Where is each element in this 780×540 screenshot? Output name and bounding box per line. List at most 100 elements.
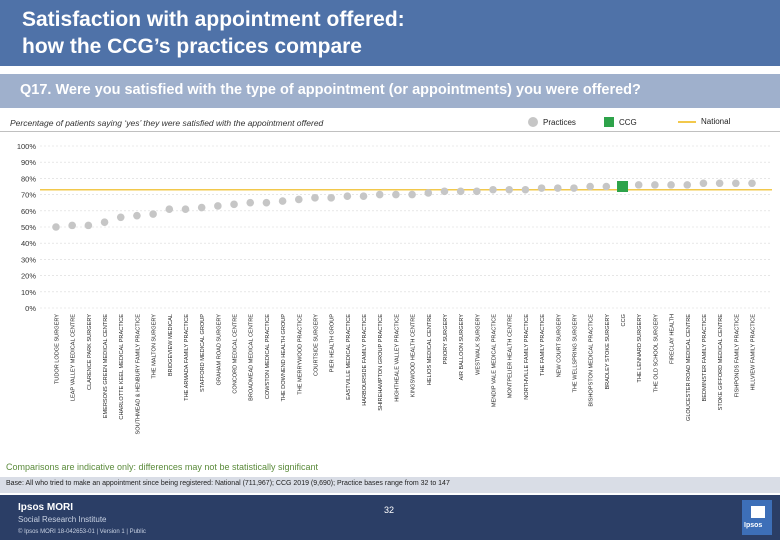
y-tick-label: 30% <box>21 255 36 264</box>
category-label: STOKE GIFFORD MEDICAL CENTRE <box>718 314 724 411</box>
scatter-chart: 0% 10% 20% 30% 40% 50% 60% 70% 80% 90% 100% TUDOR L… <box>17 142 772 435</box>
practice-point <box>521 185 530 194</box>
practice-point <box>375 190 384 199</box>
base-bar: Base: All who tried to make an appointme… <box>0 477 780 493</box>
y-tick-label: 60% <box>21 207 36 216</box>
practice-dot-swatch <box>528 117 538 127</box>
category-label: BEDMINSTER FAMILY PRACTICE <box>702 314 708 402</box>
category-label: FISHPONDS FAMILY PRACTICE <box>734 314 740 398</box>
practice-point <box>570 184 578 192</box>
footer: Ipsos MORI Social Research Institute © I… <box>0 495 780 540</box>
practice-point <box>327 194 335 202</box>
category-label: NORTHVILLE FAMILY PRACTICE <box>524 314 530 400</box>
practice-point <box>586 182 594 191</box>
category-label: COURTSIDE SURGERY <box>313 314 319 376</box>
y-tick-label: 70% <box>21 191 36 200</box>
national-line-swatch <box>678 120 696 123</box>
practice-point <box>246 198 255 207</box>
page-title-line-1: Satisfaction with appointment offered: <box>22 8 405 31</box>
practice-point <box>473 187 481 196</box>
category-label: HIGHTHEALE VALLEY PRACTICE <box>394 314 400 402</box>
practice-point <box>181 205 190 213</box>
category-label: KINGSWOOD HEALTH CENTRE <box>411 314 417 397</box>
practice-point <box>699 179 708 188</box>
logo-text: Ipsos <box>744 522 763 529</box>
practice-point <box>343 192 352 201</box>
category-label: PRIORY SURGERY <box>443 314 449 365</box>
practice-point <box>133 211 141 220</box>
category-label: BISHOPSTON MEDICAL PRACTICE <box>589 314 595 407</box>
practice-point <box>165 205 174 213</box>
legend-practices-label: Practices <box>543 117 576 127</box>
category-label: STAFFORD MEDICAL GROUP <box>200 314 206 392</box>
practice-point <box>440 187 449 196</box>
practice-point <box>602 182 611 191</box>
category-label: SOUTHMEAD & HENBURY FAMILY PRACTICE <box>135 314 141 435</box>
practice-point <box>214 202 222 210</box>
category-label: NEW COURT SURGERY <box>556 314 562 378</box>
y-tick-label: 80% <box>21 174 36 183</box>
practice-point <box>278 197 287 205</box>
practice-point <box>262 198 271 207</box>
practice-point <box>408 190 416 199</box>
practice-point <box>456 187 465 196</box>
category-label: THE ARMADA FAMILY PRACTICE <box>184 314 190 401</box>
category-label: EMERSONS GREEN MEDICAL CENTRE <box>103 314 109 418</box>
category-label: CONCORD MEDICAL CENTRE <box>233 314 239 394</box>
category-label: THE MERRYWOOD PRACTICE <box>297 314 303 395</box>
page-title-line-2: how the CCG’s practices compare <box>22 35 362 58</box>
category-label: WESTWALK SURGERY <box>475 314 481 375</box>
category-label: COWSTON MEDICAL PRACTICE <box>265 314 271 399</box>
category-label: THE OLD SCHOOL SURGERY <box>653 314 659 393</box>
category-label: CHARLOTTE KEEL MEDICAL PRACTICE <box>119 314 125 420</box>
practice-point <box>537 184 546 192</box>
practice-point <box>311 194 319 202</box>
y-tick-label: 50% <box>21 223 36 232</box>
y-tick-label: 10% <box>21 288 36 297</box>
category-label: CCG <box>621 314 627 326</box>
practice-point <box>651 181 659 189</box>
question-bar: Q17. Were you satisfied with the type of… <box>0 74 780 108</box>
practice-point <box>505 185 514 194</box>
category-label: FIRECLAY HEALTH <box>670 314 676 364</box>
practice-point <box>667 181 675 189</box>
legend-ccg: CCG <box>604 117 637 127</box>
category-label: THE FAMILY PRACTICE <box>540 314 546 376</box>
category-label: BRIDGEVIEW MEDICAL <box>168 314 174 376</box>
y-tick-label: 20% <box>21 272 36 281</box>
category-label: SHIREHAMPTON GROUP PRACTICE <box>378 314 384 411</box>
category-label: MENDIP VALE MEDICAL PRACTICE <box>492 314 498 407</box>
legend-national: National <box>678 117 730 126</box>
category-label: GRAHAM ROAD SURGERY <box>216 314 222 386</box>
category-label: BRADLEY STOKE SURGERY <box>605 314 611 390</box>
chart-subtitle: Percentage of patients saying ‘yes’ they… <box>10 118 324 128</box>
y-tick-label: 40% <box>21 239 36 248</box>
category-label: THE DOWNEND HEALTH GROUP <box>281 314 287 402</box>
header-divider <box>0 131 780 132</box>
category-label: HILLVIEW FAMILY PRACTICE <box>751 314 757 391</box>
y-tick-label: 90% <box>21 158 36 167</box>
caveat-note: Comparisons are indicative only: differe… <box>6 462 318 472</box>
category-label: GLOUCESTER ROAD MEDICAL CENTRE <box>686 314 692 421</box>
category-label: THE WELLSPRING SURGERY <box>572 314 578 393</box>
practice-point <box>68 221 76 230</box>
y-tick-label: 100% <box>17 142 37 151</box>
practice-point <box>634 181 643 189</box>
practice-point <box>294 195 303 204</box>
category-label: LEAP VALLEY MEDICAL CENTRE <box>71 314 77 401</box>
category-label: HELIOS MEDICAL CENTRE <box>427 314 433 386</box>
practice-point <box>683 181 692 189</box>
ipsos-logo-icon: Ipsos <box>742 500 772 535</box>
ccg-marker <box>617 181 629 192</box>
category-label: BROADMEAD MEDICAL CENTRE <box>249 314 255 401</box>
practice-point <box>149 210 157 218</box>
footer-brand: Ipsos MORI <box>18 502 74 513</box>
practice-point <box>553 184 562 192</box>
category-label: HARBOURSIDE FAMILY PRACTICE <box>362 314 368 406</box>
practice-point <box>116 213 125 222</box>
category-label: CLARENCE PARK SURGERY <box>87 314 93 390</box>
practice-point <box>52 223 60 231</box>
y-tick-label: 0% <box>25 304 36 313</box>
practice-point <box>359 192 368 201</box>
practice-point <box>732 179 740 188</box>
